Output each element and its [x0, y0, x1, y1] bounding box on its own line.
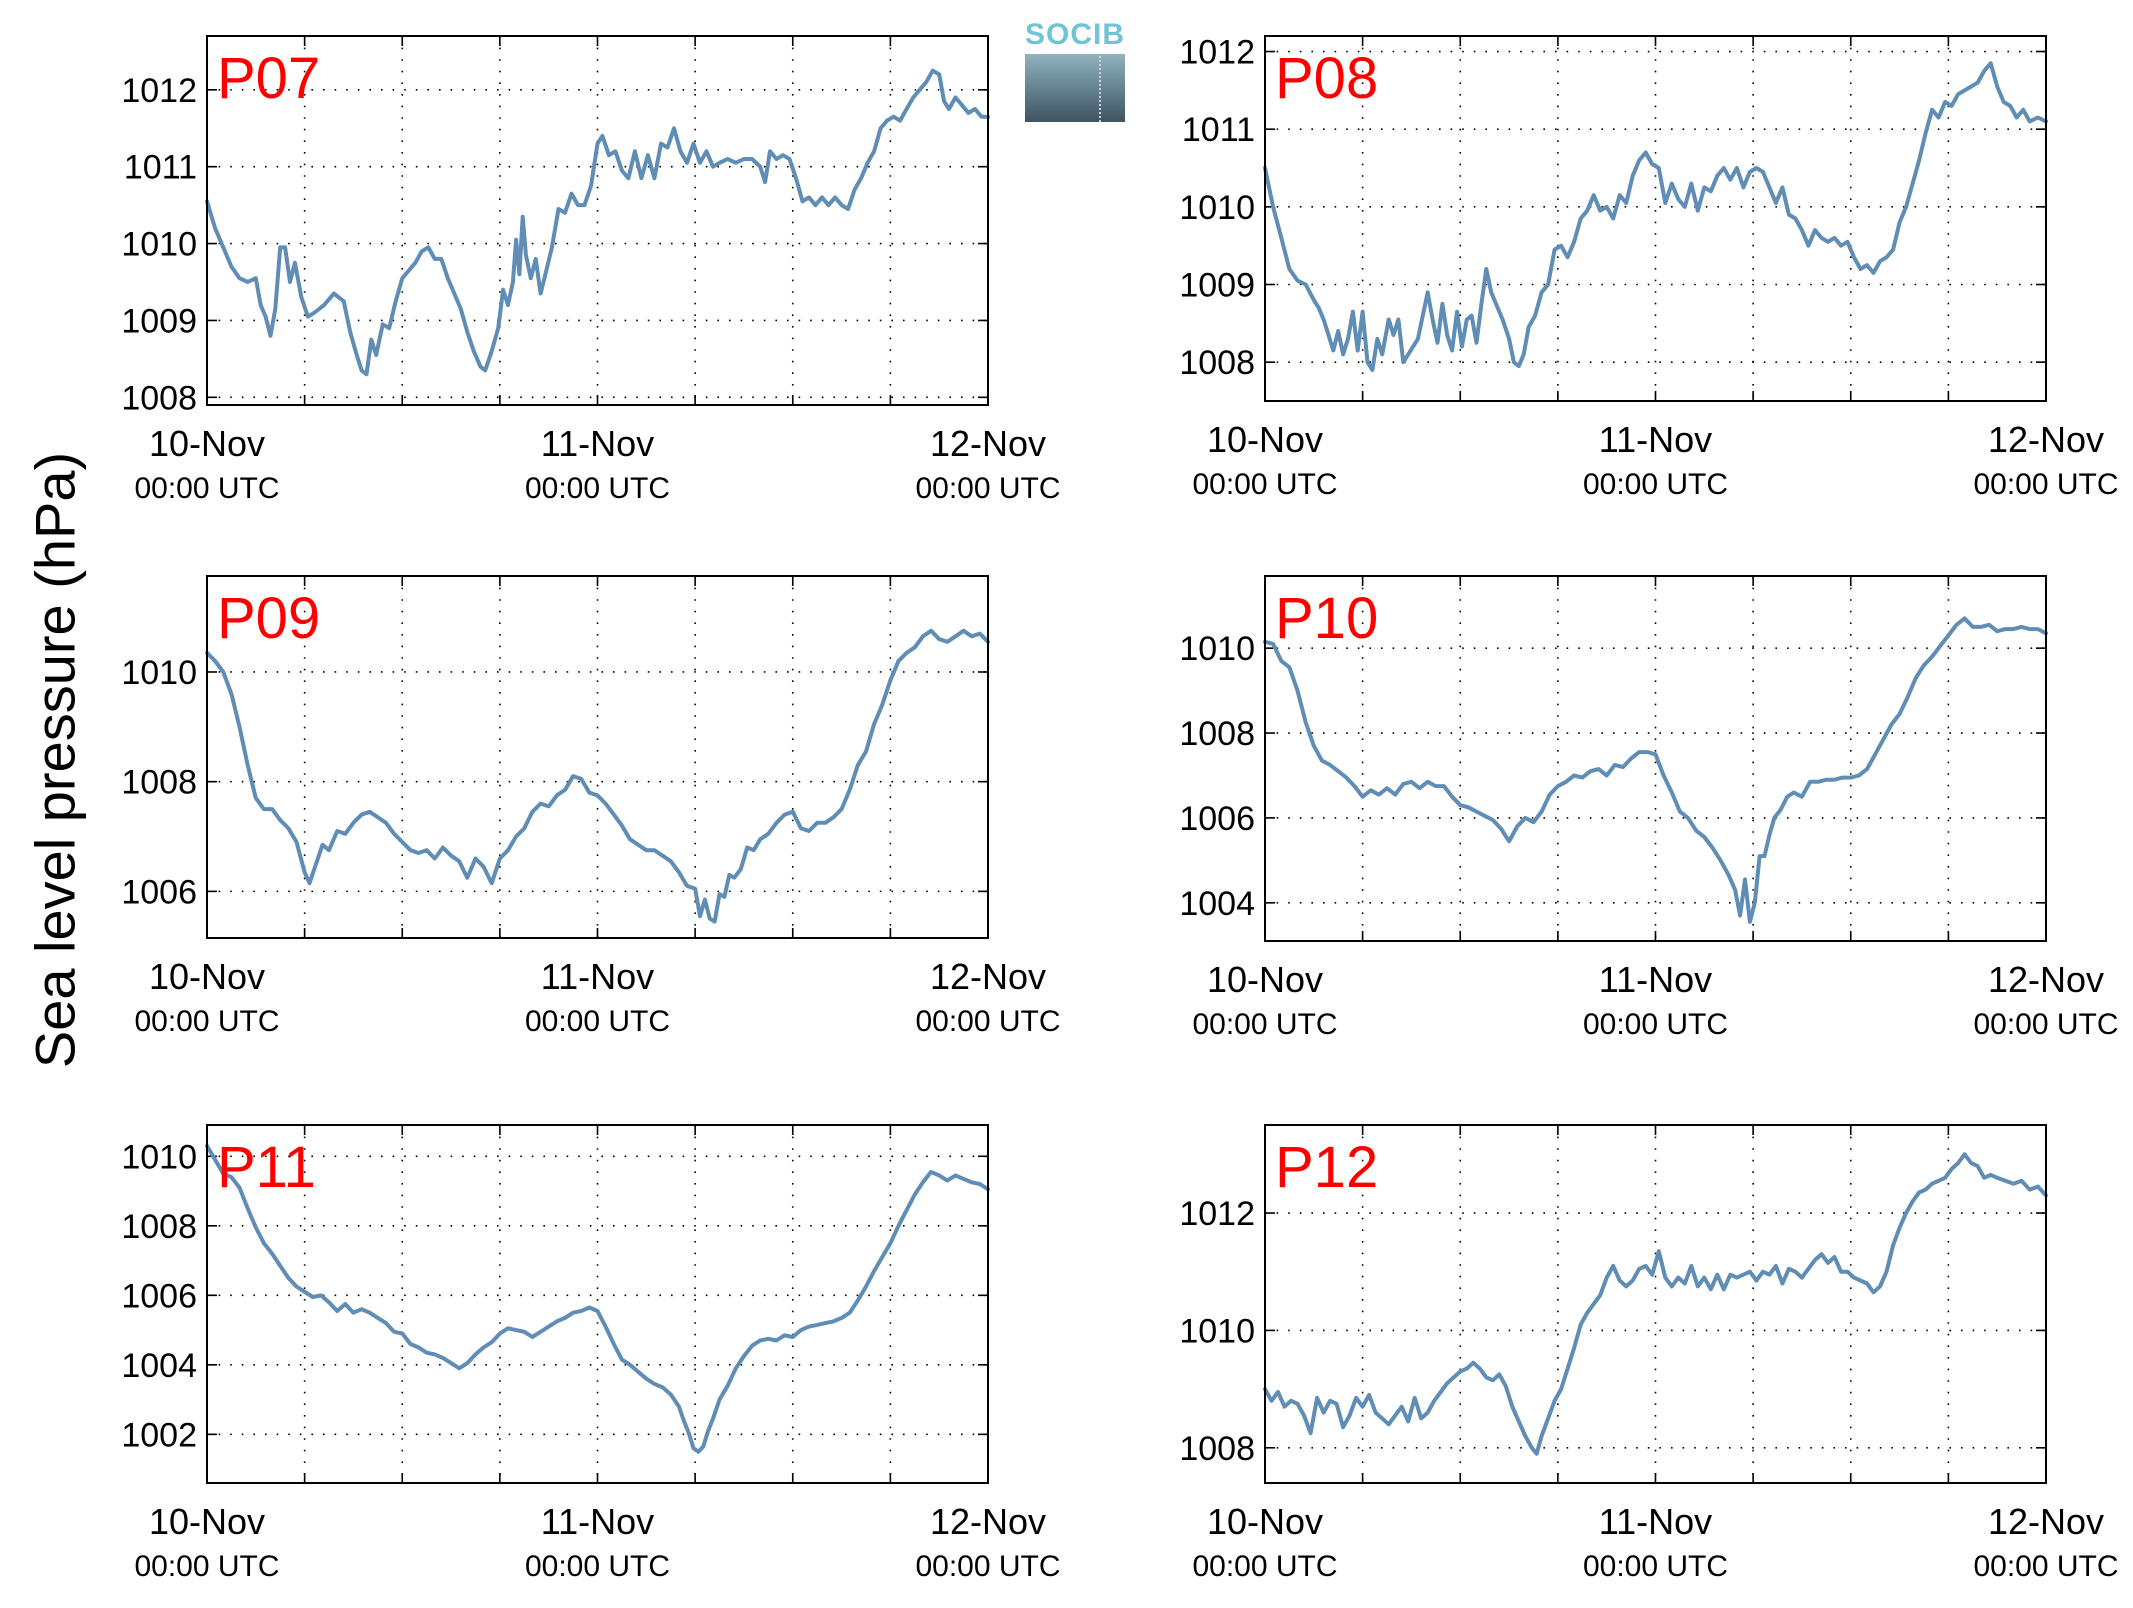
x-tick-label: 10-Nov	[149, 1501, 265, 1542]
y-tick-label: 1012	[1179, 34, 1255, 72]
x-tick-sublabel: 00:00 UTC	[1583, 468, 1728, 501]
x-tick-sublabel: 00:00 UTC	[525, 1550, 670, 1583]
y-tick-label: 1002	[121, 1416, 197, 1454]
x-tick-sublabel: 00:00 UTC	[1583, 1008, 1728, 1041]
y-tick-label: 1008	[1179, 715, 1255, 753]
socib-logo-graphic	[1025, 54, 1125, 122]
y-tick-label: 1012	[121, 72, 197, 110]
y-tick-label: 1006	[121, 873, 197, 911]
y-tick-label: 1011	[1182, 111, 1255, 149]
x-tick-label: 10-Nov	[149, 423, 265, 464]
socib-logo-dashes	[1099, 56, 1101, 122]
x-tick-sublabel: 00:00 UTC	[134, 472, 279, 505]
plot-frame	[206, 1124, 989, 1484]
series-line-p10	[1263, 616, 2048, 924]
panel-p12: 1008 1010 1012 10-Nov 00:00 UTC 11-Nov 00:00 U…	[1179, 1124, 2119, 1583]
y-tick-label: 1004	[121, 1347, 197, 1385]
y-tick-label: 1012	[1179, 1195, 1255, 1233]
y-tick-label: 1010	[1179, 189, 1255, 227]
y-tick-label: 1010	[121, 226, 197, 264]
x-tick-label: 12-Nov	[930, 423, 1046, 464]
plot-frame	[206, 575, 989, 939]
x-tick-label: 12-Nov	[1988, 959, 2104, 1000]
socib-logo: SOCIB	[1025, 18, 1125, 122]
y-tick-label: 1008	[121, 379, 197, 417]
x-tick-sublabel: 00:00 UTC	[1192, 1008, 1337, 1041]
series-line-p07	[205, 68, 990, 377]
x-tick-label: 11-Nov	[541, 956, 654, 997]
panel-p07: 1008 1009 1010 1011 1012 10-Nov 00:00 UTC 11-No…	[121, 35, 1061, 505]
series-line-p08	[1263, 61, 2048, 372]
x-tick-sublabel: 00:00 UTC	[1192, 1550, 1337, 1583]
x-tick-sublabel: 00:00 UTC	[134, 1005, 279, 1038]
x-tick-label: 12-Nov	[930, 956, 1046, 997]
plot-frame	[1264, 575, 2047, 942]
x-tick-label: 11-Nov	[1599, 1501, 1712, 1542]
y-tick-label: 1008	[1179, 1430, 1255, 1468]
y-tick-label: 1009	[1179, 267, 1255, 305]
panel-p09: 1006 1008 1010 10-Nov 00:00 UTC 11-Nov 00:00 U…	[121, 575, 1061, 1038]
socib-logo-text: SOCIB	[1025, 18, 1126, 51]
panel-label: P07	[217, 46, 320, 111]
x-tick-sublabel: 00:00 UTC	[1192, 468, 1337, 501]
y-tick-label: 1010	[121, 1138, 197, 1176]
x-tick-sublabel: 00:00 UTC	[525, 1005, 670, 1038]
y-tick-label: 1009	[121, 302, 197, 340]
y-tick-label: 1004	[1179, 885, 1255, 923]
panel-label: P11	[217, 1135, 316, 1200]
panel-label: P09	[217, 586, 320, 651]
y-tick-label: 1006	[121, 1277, 197, 1315]
series-line-p09	[205, 628, 990, 924]
y-tick-label: 1010	[1179, 1312, 1255, 1350]
plot-frame	[206, 35, 989, 406]
x-tick-label: 11-Nov	[1599, 419, 1712, 460]
x-tick-sublabel: 00:00 UTC	[1973, 1008, 2118, 1041]
x-tick-label: 10-Nov	[149, 956, 265, 997]
panel-label: P12	[1275, 1135, 1378, 1200]
x-tick-label: 12-Nov	[1988, 419, 2104, 460]
plot-frame	[1264, 35, 2047, 402]
x-tick-sublabel: 00:00 UTC	[915, 1550, 1060, 1583]
panel-p08: 1008 1009 1010 1011 1012 10-Nov 00:00 UTC 11-No…	[1179, 34, 2118, 501]
y-tick-label: 1010	[121, 654, 197, 692]
x-tick-sublabel: 00:00 UTC	[525, 472, 670, 505]
y-tick-label: 1006	[1179, 800, 1255, 838]
x-tick-sublabel: 00:00 UTC	[1973, 1550, 2118, 1583]
y-tick-label: 1008	[121, 1208, 197, 1246]
plot-frame	[1264, 1124, 2047, 1484]
y-tick-label: 1008	[121, 764, 197, 802]
series-line-p11	[205, 1143, 990, 1454]
x-tick-label: 12-Nov	[1988, 1501, 2104, 1542]
panel-label: P08	[1275, 46, 1378, 111]
x-tick-sublabel: 00:00 UTC	[134, 1550, 279, 1583]
x-tick-sublabel: 00:00 UTC	[915, 1005, 1060, 1038]
x-tick-sublabel: 00:00 UTC	[915, 472, 1060, 505]
x-tick-label: 10-Nov	[1207, 419, 1323, 460]
x-tick-label: 10-Nov	[1207, 1501, 1323, 1542]
x-tick-label: 10-Nov	[1207, 959, 1323, 1000]
x-tick-sublabel: 00:00 UTC	[1973, 468, 2118, 501]
panel-label: P10	[1275, 586, 1378, 651]
y-tick-label: 1011	[124, 149, 197, 187]
x-tick-label: 11-Nov	[541, 1501, 654, 1542]
x-tick-label: 11-Nov	[1599, 959, 1712, 1000]
x-tick-label: 12-Nov	[930, 1501, 1046, 1542]
y-tick-label: 1008	[1179, 344, 1255, 382]
panel-p11: 1002 1004 1006 1008 1010 10-Nov 00:00 UTC 11-No…	[121, 1124, 1061, 1583]
x-tick-label: 11-Nov	[541, 423, 654, 464]
panel-p10: 1004 1006 1008 1010 10-Nov 00:00 UTC 11-Nov 00:…	[1179, 575, 2119, 1041]
y-tick-label: 1010	[1179, 630, 1255, 668]
x-tick-sublabel: 00:00 UTC	[1583, 1550, 1728, 1583]
series-line-p12	[1263, 1152, 2048, 1456]
